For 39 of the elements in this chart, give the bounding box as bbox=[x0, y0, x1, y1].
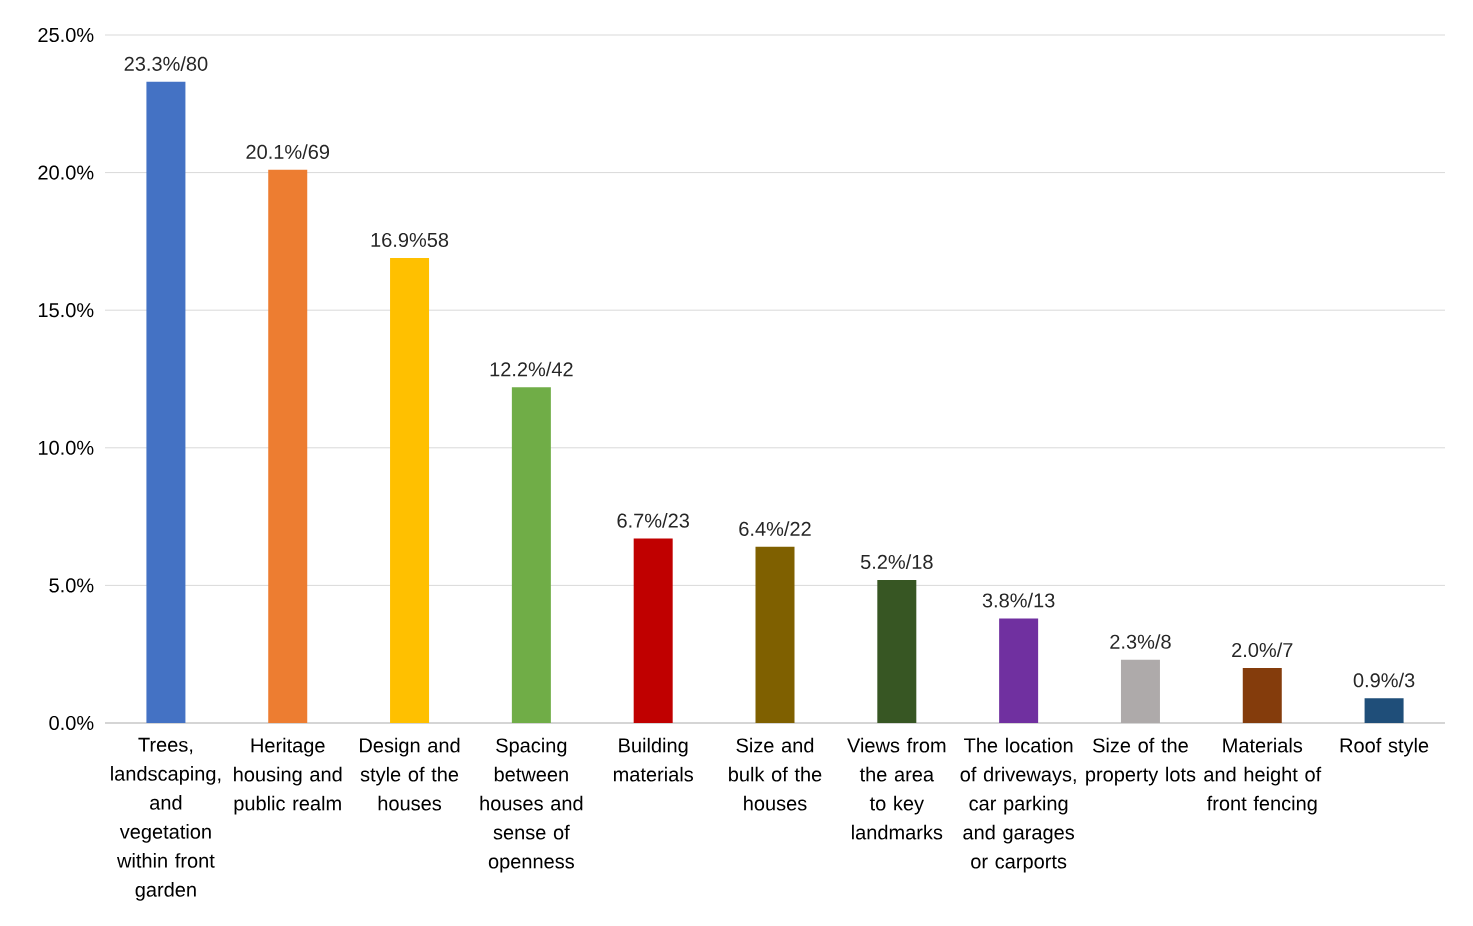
data-label: 5.2%/18 bbox=[860, 554, 933, 570]
x-tick-label: Spacing between houses and sense of openness bbox=[480, 737, 583, 873]
x-tick-label: Size of the property lots bbox=[1086, 737, 1196, 786]
y-tick-label: 0.0% bbox=[49, 715, 94, 731]
bar bbox=[877, 579, 917, 723]
bar bbox=[268, 169, 308, 723]
x-tick-label: Size and bulk of the houses bbox=[729, 737, 822, 811]
data-label: 3.8%/13 bbox=[982, 592, 1055, 608]
bar bbox=[390, 257, 430, 723]
data-label: 23.3%/80 bbox=[124, 56, 208, 71]
x-tick-label: Heritage housing and public realm bbox=[234, 737, 342, 815]
data-label: 12.2%/42 bbox=[490, 361, 573, 377]
x-tick-label: Roof style bbox=[1340, 737, 1429, 757]
y-tick-label: 25.0% bbox=[38, 27, 94, 43]
x-tick-label: Trees, landscaping, and vegetation within front garden bbox=[111, 737, 221, 901]
bar bbox=[633, 538, 673, 723]
y-tick-label: 10.0% bbox=[38, 440, 94, 455]
data-label: 6.4%/22 bbox=[739, 521, 811, 536]
y-tick-label: 5.0% bbox=[49, 578, 94, 593]
data-label: 16.9%58 bbox=[371, 232, 449, 248]
x-tick-label: Building materials bbox=[613, 737, 693, 782]
data-label: 2.0%/7 bbox=[1232, 642, 1293, 658]
bar bbox=[999, 618, 1039, 723]
y-tick-label: 20.0% bbox=[38, 165, 94, 180]
bar bbox=[1120, 659, 1160, 723]
x-tick-label: The location of driveways, car parking and garages or carports bbox=[960, 737, 1076, 873]
bar bbox=[511, 387, 551, 723]
bar bbox=[1242, 667, 1282, 723]
data-label: 2.3%/8 bbox=[1110, 634, 1171, 649]
data-label: 6.7%/23 bbox=[617, 513, 689, 528]
data-label: 0.9%/3 bbox=[1353, 672, 1415, 688]
x-tick-label: Design and style of the houses bbox=[360, 737, 460, 811]
bar bbox=[146, 81, 186, 723]
bar bbox=[1364, 698, 1404, 723]
x-tick-label: Views from the area to key landmarks bbox=[847, 737, 946, 840]
bar bbox=[755, 546, 795, 723]
y-tick-label: 15.0% bbox=[38, 303, 94, 318]
x-tick-label: Materials and height of front fencing bbox=[1204, 737, 1322, 815]
data-label: 20.1%/69 bbox=[246, 144, 330, 159]
